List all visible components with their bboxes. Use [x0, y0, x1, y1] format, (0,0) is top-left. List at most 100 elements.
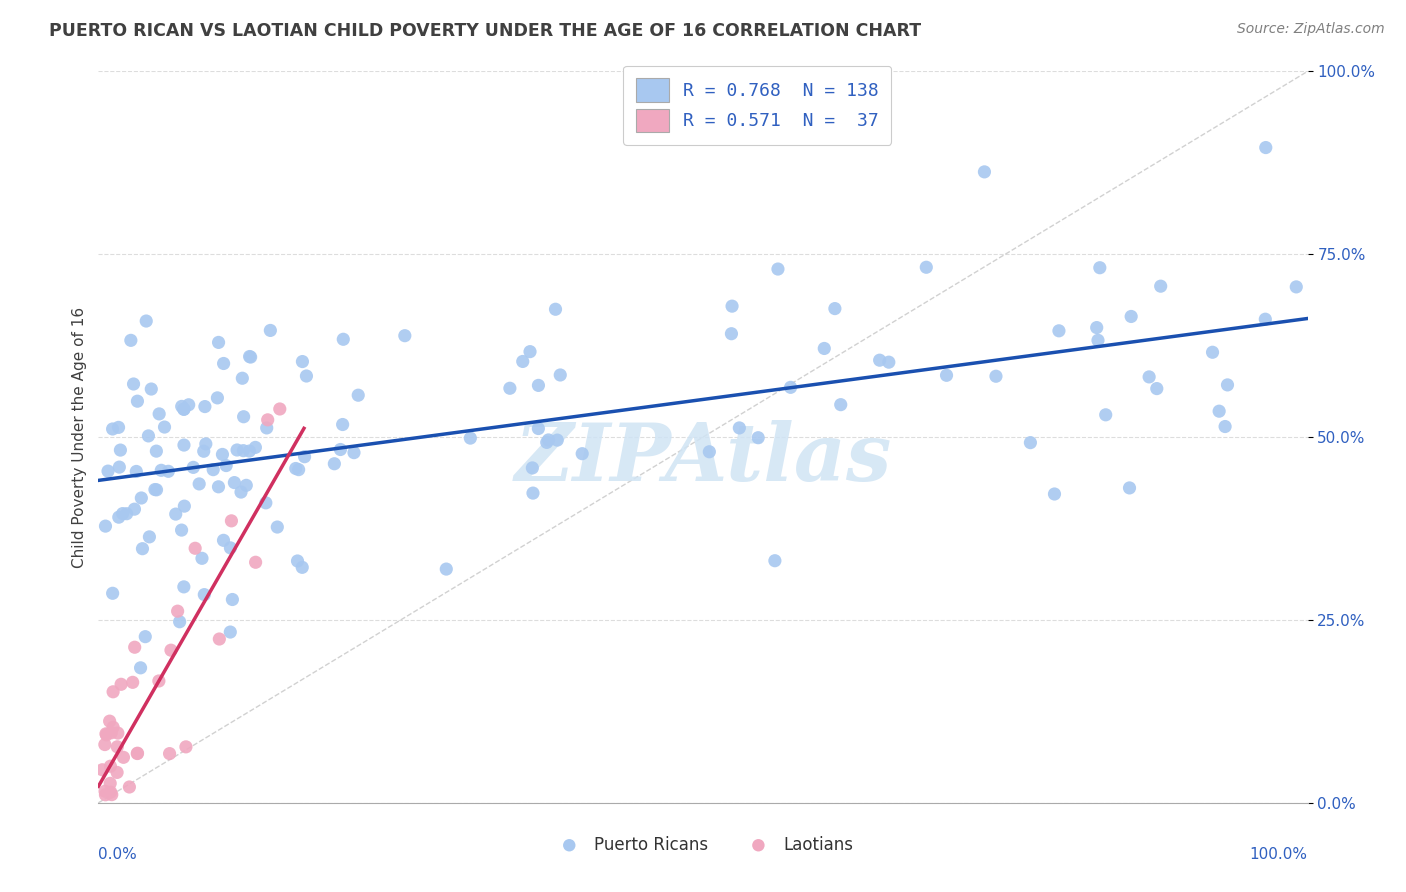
Point — [94, 788, 117, 802]
Point — [527, 421, 550, 435]
Text: 100.0%: 100.0% — [1250, 847, 1308, 862]
Point — [101, 586, 124, 600]
Point — [813, 342, 835, 356]
Point — [1208, 404, 1230, 418]
Point — [170, 400, 193, 414]
Point — [138, 530, 160, 544]
Point — [173, 499, 195, 513]
Point — [193, 588, 215, 602]
Point — [915, 260, 938, 275]
Text: 0.0%: 0.0% — [98, 847, 138, 862]
Point — [239, 350, 262, 364]
Point — [110, 443, 132, 458]
Point — [101, 685, 124, 699]
Point — [221, 592, 243, 607]
Point — [332, 332, 354, 346]
Point — [434, 562, 457, 576]
Point — [1150, 279, 1173, 293]
Point — [219, 541, 242, 555]
Point — [394, 328, 416, 343]
Point — [173, 402, 195, 417]
Point — [157, 464, 180, 478]
Text: Source: ZipAtlas.com: Source: ZipAtlas.com — [1237, 22, 1385, 37]
Point — [571, 447, 593, 461]
Point — [115, 507, 138, 521]
Point — [160, 643, 183, 657]
Point — [207, 335, 229, 350]
Point — [460, 431, 482, 445]
Point — [287, 462, 309, 476]
Point — [1254, 312, 1277, 326]
Point — [208, 632, 231, 646]
Point — [1047, 324, 1070, 338]
Point — [100, 759, 122, 773]
Point — [1201, 345, 1223, 359]
Point — [177, 398, 200, 412]
Text: PUERTO RICAN VS LAOTIAN CHILD POVERTY UNDER THE AGE OF 16 CORRELATION CHART: PUERTO RICAN VS LAOTIAN CHILD POVERTY UN… — [49, 22, 921, 40]
Point — [245, 441, 267, 455]
Point — [291, 560, 314, 574]
Point — [699, 444, 721, 458]
Point — [329, 442, 352, 457]
Point — [138, 429, 160, 443]
Point — [295, 369, 318, 384]
Text: ZIPAtlas: ZIPAtlas — [515, 420, 891, 498]
Point — [184, 541, 207, 556]
Point — [245, 555, 267, 569]
Point — [107, 420, 129, 434]
Point — [159, 747, 181, 761]
Point — [107, 510, 129, 524]
Point — [127, 746, 149, 760]
Point — [536, 435, 558, 450]
Point — [224, 475, 246, 490]
Point — [110, 677, 132, 691]
Point — [125, 465, 148, 479]
Point — [728, 421, 751, 435]
Point — [165, 507, 187, 521]
Point — [169, 615, 191, 629]
Point — [239, 350, 262, 364]
Point — [145, 444, 167, 458]
Point — [131, 491, 153, 505]
Point — [294, 450, 316, 464]
Point — [984, 369, 1007, 384]
Point — [259, 323, 281, 337]
Point — [135, 314, 157, 328]
Point — [94, 727, 117, 741]
Point — [173, 402, 195, 417]
Point — [148, 407, 170, 421]
Point — [1094, 408, 1116, 422]
Point — [91, 763, 114, 777]
Point — [131, 541, 153, 556]
Point — [122, 376, 145, 391]
Point — [173, 438, 195, 452]
Point — [193, 444, 215, 458]
Point — [148, 673, 170, 688]
Point — [235, 478, 257, 492]
Point — [323, 457, 346, 471]
Point — [94, 519, 117, 533]
Point — [215, 458, 238, 473]
Point — [207, 391, 229, 405]
Point — [869, 353, 891, 368]
Point — [720, 326, 742, 341]
Point — [347, 388, 370, 402]
Point — [191, 551, 214, 566]
Point — [166, 604, 188, 618]
Point — [779, 380, 801, 394]
Point — [1043, 487, 1066, 501]
Point — [101, 720, 124, 734]
Point — [1019, 435, 1042, 450]
Point — [105, 765, 128, 780]
Point — [973, 165, 995, 179]
Point — [830, 398, 852, 412]
Point — [211, 447, 233, 461]
Point — [766, 262, 789, 277]
Point — [118, 780, 141, 794]
Point — [721, 299, 744, 313]
Point — [124, 640, 146, 655]
Legend: Puerto Ricans, Laotians: Puerto Ricans, Laotians — [546, 829, 860, 860]
Point — [1254, 140, 1277, 154]
Point — [202, 463, 225, 477]
Point — [284, 461, 307, 475]
